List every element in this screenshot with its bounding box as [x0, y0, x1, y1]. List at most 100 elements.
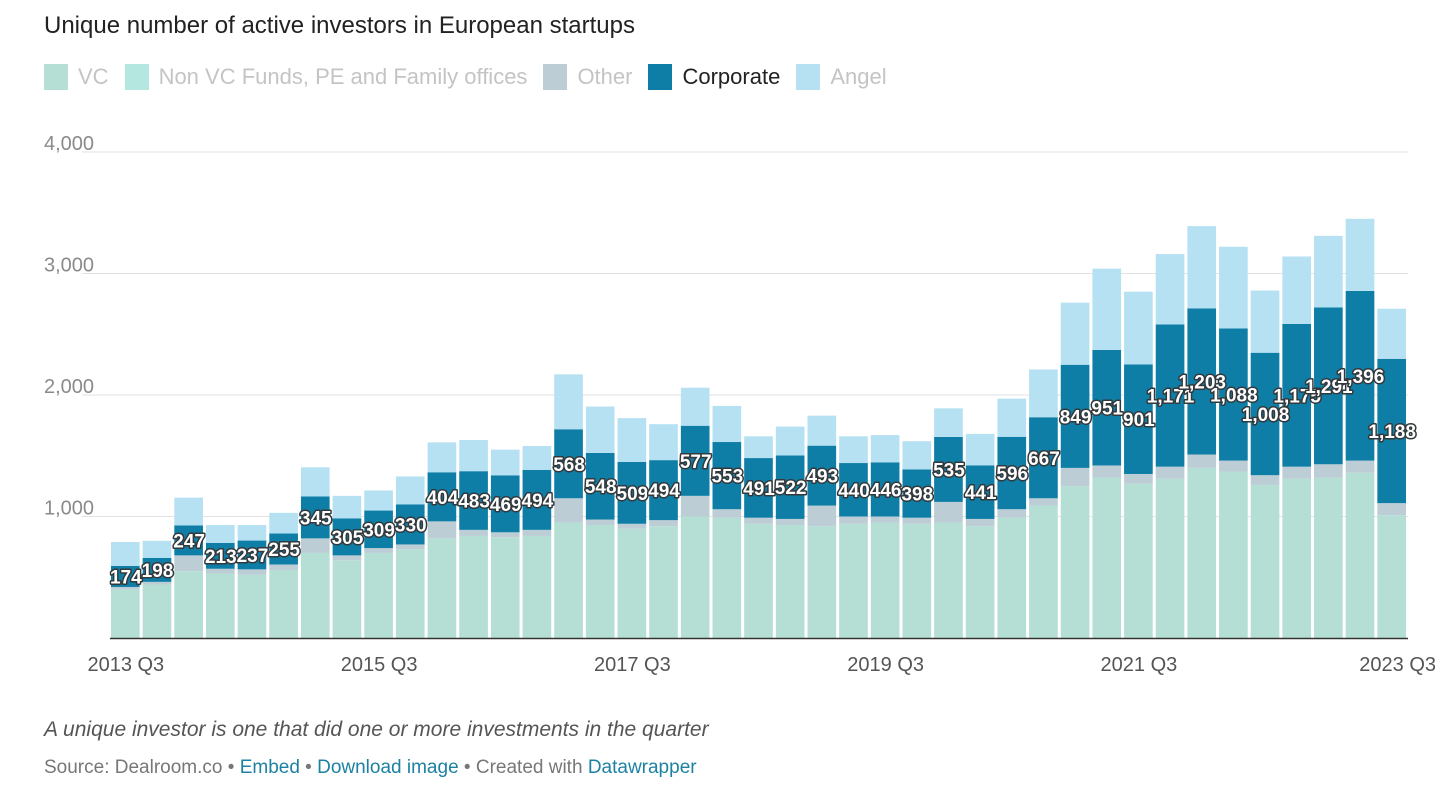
- bar-segment-other: [1187, 454, 1217, 468]
- chart-title: Unique number of active investors in Eur…: [44, 12, 635, 39]
- legend-item-non-vc-funds[interactable]: Non VC Funds, PE and Family offices: [124, 64, 527, 90]
- bar-stack: [1187, 226, 1217, 638]
- bar-stack: [142, 540, 172, 638]
- bar-stack: [269, 512, 298, 638]
- bar-segment-vc: [744, 523, 773, 638]
- bar-segment-corporate: [554, 429, 583, 499]
- bar-segment-vc: [1124, 483, 1153, 638]
- data-label-corporate: 548: [585, 477, 617, 498]
- bar-segment-other: [205, 568, 235, 574]
- legend-item-vc[interactable]: VC: [44, 64, 109, 90]
- bar-segment-vc: [997, 517, 1027, 638]
- bar-segment-other: [839, 516, 868, 524]
- bar-segment-corporate: [585, 452, 615, 520]
- legend-item-angel[interactable]: Angel: [796, 64, 887, 90]
- bar-stack: [1345, 218, 1375, 638]
- bar-segment-angel: [744, 436, 773, 459]
- bar-segment-angel: [554, 374, 583, 430]
- embed-link[interactable]: Embed: [239, 757, 300, 778]
- bar-segment-corporate: [490, 475, 520, 533]
- bar-stack: [997, 398, 1027, 638]
- legend-swatch-non-vc-funds: [124, 64, 149, 90]
- bar-segment-vc: [902, 523, 932, 638]
- bar-stack: [490, 449, 520, 638]
- bar-segment-other: [395, 544, 425, 550]
- bar-segment-angel: [427, 442, 457, 473]
- bars: [111, 218, 1406, 638]
- data-label-corporate: 1,203: [1178, 372, 1226, 393]
- bar-segment-vc: [680, 516, 710, 638]
- bar-stack: [111, 542, 140, 638]
- data-label-corporate: 667: [1028, 449, 1060, 470]
- bar-segment-angel: [174, 497, 203, 526]
- bar-stack: [902, 441, 932, 638]
- bar-segment-corporate: [712, 442, 742, 510]
- data-label-corporate: 901: [1123, 410, 1155, 431]
- bar-segment-angel: [1377, 308, 1406, 359]
- bar-segment-other: [364, 548, 393, 553]
- bar-segment-vc: [712, 517, 742, 638]
- data-label-corporate: 1,396: [1337, 367, 1385, 388]
- bar-segment-angel: [680, 387, 710, 426]
- bar-segment-other: [237, 569, 267, 575]
- data-label-corporate: 440: [838, 481, 870, 502]
- bar-segment-angel: [775, 426, 805, 456]
- bar-segment-vc: [585, 525, 615, 638]
- bar-segment-other: [111, 586, 140, 590]
- data-label-corporate: 951: [1091, 399, 1123, 420]
- bar-segment-angel: [934, 408, 963, 437]
- bar-segment-angel: [1219, 246, 1248, 329]
- bar-stack: [680, 387, 710, 638]
- data-label-corporate: 198: [142, 561, 174, 582]
- bar-stack: [1219, 246, 1248, 638]
- bar-stack: [300, 467, 330, 638]
- bar-segment-other: [1060, 467, 1090, 487]
- bar-segment-vc: [775, 525, 805, 638]
- bar-segment-angel: [364, 490, 393, 511]
- bar-segment-angel: [1345, 218, 1375, 291]
- chart-note: A unique investor is one that did one or…: [44, 718, 709, 741]
- bar-segment-vc: [1029, 505, 1058, 638]
- bar-segment-other: [1345, 460, 1375, 473]
- bar-segment-angel: [1314, 235, 1343, 308]
- bar-segment-vc: [1282, 478, 1312, 638]
- data-label-corporate: 247: [173, 531, 205, 552]
- bar-segment-other: [617, 523, 647, 529]
- bar-segment-corporate: [902, 469, 932, 518]
- y-tick-label: 4,000: [44, 133, 94, 155]
- bar-segment-other: [332, 555, 362, 561]
- bar-stack: [870, 435, 900, 638]
- x-tick-label: 2017 Q3: [594, 654, 671, 676]
- legend-item-other[interactable]: Other: [543, 64, 632, 90]
- bar-segment-other: [1029, 498, 1058, 506]
- bar-stack: [712, 405, 742, 638]
- datawrapper-link[interactable]: Datawrapper: [587, 757, 697, 778]
- bar-segment-angel: [1092, 268, 1122, 350]
- y-tick-label: 1,000: [44, 498, 94, 520]
- legend-item-corporate[interactable]: Corporate: [648, 64, 780, 90]
- bar-segment-vc: [1250, 484, 1280, 638]
- data-label-corporate: 255: [268, 540, 300, 561]
- download-image-link[interactable]: Download image: [317, 757, 459, 778]
- bar-segment-corporate: [1155, 324, 1185, 467]
- bar-segment-other: [427, 521, 457, 539]
- y-tick-label: 3,000: [44, 255, 94, 277]
- bar-segment-other: [1219, 460, 1248, 472]
- data-label-corporate: 309: [363, 520, 395, 541]
- bar-segment-other: [744, 517, 773, 524]
- bar-segment-corporate: [395, 504, 425, 545]
- bar-segment-vc: [395, 549, 425, 638]
- bar-segment-vc: [649, 526, 678, 638]
- data-label-corporate: 213: [205, 547, 237, 568]
- bar-segment-vc: [839, 523, 868, 638]
- data-label-corporate: 509: [617, 484, 649, 505]
- legend-label-other: Other: [577, 64, 633, 89]
- data-label-corporate: 577: [680, 452, 712, 473]
- bar-segment-angel: [1155, 254, 1185, 325]
- bar-segment-vc: [554, 522, 583, 638]
- bar-stack: [1377, 308, 1406, 638]
- bar-segment-corporate: [1250, 352, 1280, 476]
- separator: •: [458, 757, 476, 778]
- bar-stack: [1282, 256, 1312, 638]
- bar-segment-corporate: [1314, 307, 1343, 465]
